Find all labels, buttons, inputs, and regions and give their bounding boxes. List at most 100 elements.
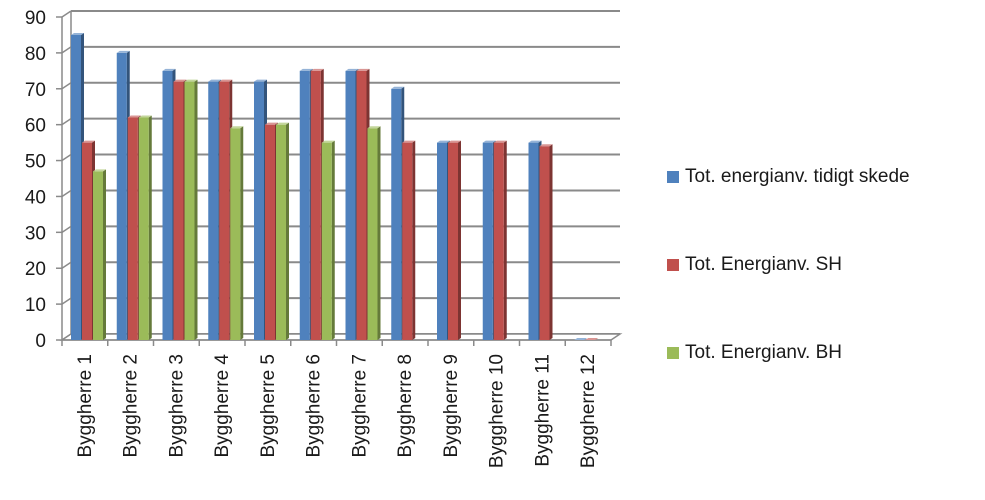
bar-front bbox=[402, 142, 413, 340]
legend-swatch-red bbox=[667, 259, 679, 271]
bar-top bbox=[539, 144, 553, 147]
x-tick-label: Byggherre 6 bbox=[304, 354, 325, 458]
bar-front bbox=[539, 146, 550, 340]
gridline-depth bbox=[61, 10, 72, 18]
bar-side bbox=[412, 140, 416, 340]
bar-front bbox=[138, 117, 149, 340]
bars bbox=[71, 32, 599, 341]
x-tick-label: Byggherre 5 bbox=[258, 354, 279, 458]
bar-top bbox=[219, 79, 233, 82]
bar-top bbox=[493, 140, 507, 143]
bar-front bbox=[93, 171, 103, 340]
bar-top bbox=[437, 140, 450, 143]
bar-front bbox=[265, 124, 275, 341]
bar bbox=[138, 115, 152, 340]
bar-top bbox=[173, 79, 187, 82]
bar-side bbox=[331, 140, 335, 340]
y-tick-label: 60 bbox=[25, 116, 46, 137]
x-tick-label: Byggherre 10 bbox=[487, 354, 508, 468]
gridline-depth bbox=[61, 297, 72, 305]
bar bbox=[493, 140, 507, 340]
legend-item-sh: Tot. Energianv. SH bbox=[667, 254, 842, 276]
bar-top bbox=[574, 338, 588, 340]
bar-top bbox=[528, 140, 542, 143]
bar bbox=[585, 338, 599, 340]
x-axis-ticks: Byggherre 1 Byggherre 2 Byggherre 3 Byggher… bbox=[61, 340, 612, 468]
bar bbox=[93, 169, 106, 340]
bar-side bbox=[148, 115, 152, 340]
y-tick-label: 90 bbox=[25, 8, 46, 29]
bar-front bbox=[437, 142, 447, 340]
bar-front bbox=[310, 70, 321, 340]
bar-top bbox=[71, 32, 84, 35]
bar-top bbox=[93, 169, 106, 172]
bar-side bbox=[103, 169, 106, 340]
bar bbox=[276, 122, 289, 341]
y-tick-label: 30 bbox=[25, 223, 46, 244]
x-tick-label: Byggherre 9 bbox=[441, 354, 462, 458]
bar-top bbox=[254, 79, 267, 82]
x-tick-label: Byggherre 3 bbox=[166, 354, 187, 458]
bar bbox=[367, 126, 381, 340]
bar-front bbox=[230, 128, 241, 340]
bar-side bbox=[240, 126, 244, 340]
bar-front bbox=[219, 81, 230, 340]
bar-front bbox=[82, 142, 92, 340]
bar-front bbox=[448, 142, 458, 340]
bar-side bbox=[286, 122, 289, 341]
bar-top bbox=[448, 140, 461, 143]
bar-top bbox=[402, 140, 416, 143]
y-axis-ticks: 0 10 20 30 40 50 60 70 80 90 bbox=[25, 8, 62, 352]
bar-top bbox=[208, 79, 222, 82]
bar-top bbox=[184, 79, 198, 82]
bar-top bbox=[162, 68, 176, 71]
bar-top bbox=[391, 86, 405, 89]
bar-top bbox=[276, 122, 289, 125]
bar-front bbox=[254, 81, 264, 340]
bar-front bbox=[162, 70, 173, 340]
y-tick-label: 40 bbox=[25, 187, 46, 208]
gridline-depth bbox=[61, 189, 72, 198]
legend-item-tidigt-skede: Tot. energianv. tidigt skede bbox=[667, 166, 910, 188]
x-tick-label: Byggherre 8 bbox=[395, 354, 416, 458]
bar-front bbox=[356, 70, 367, 340]
bar-front bbox=[391, 88, 402, 341]
gridline-depth bbox=[61, 46, 72, 54]
bar-top bbox=[116, 50, 130, 53]
x-tick-label: Byggherre 1 bbox=[75, 354, 96, 458]
bar bbox=[574, 338, 588, 340]
bar-front bbox=[367, 128, 378, 340]
bar-top bbox=[138, 115, 152, 118]
bar-front bbox=[528, 142, 539, 340]
gridline-depth bbox=[61, 225, 72, 233]
y-tick-label: 10 bbox=[25, 295, 46, 316]
bar-front bbox=[482, 142, 493, 340]
bar-front bbox=[116, 52, 127, 341]
bar-front bbox=[173, 81, 184, 340]
bar-top bbox=[367, 126, 381, 129]
bar-front bbox=[208, 81, 219, 340]
legend-swatch-blue bbox=[667, 171, 679, 183]
bar bbox=[230, 126, 244, 340]
bar-front bbox=[493, 142, 504, 340]
bar-side bbox=[549, 144, 553, 340]
legend-item-bh: Tot. Energianv. BH bbox=[667, 342, 842, 364]
y-tick-label: 20 bbox=[25, 259, 46, 280]
x-tick-label: Byggherre 11 bbox=[532, 354, 553, 467]
bar-front bbox=[345, 70, 356, 340]
bar-top bbox=[230, 126, 244, 129]
bar bbox=[402, 140, 416, 340]
bar-side bbox=[377, 126, 381, 340]
bar-top bbox=[482, 140, 496, 143]
bar bbox=[539, 144, 553, 340]
gridline-depth bbox=[61, 261, 72, 269]
bar-front bbox=[71, 34, 81, 340]
bar bbox=[448, 140, 461, 340]
bar-front bbox=[184, 81, 195, 340]
bar-front bbox=[321, 142, 332, 340]
legend-label: Tot. Energianv. BH bbox=[685, 342, 843, 363]
gridline-depth bbox=[61, 82, 72, 90]
x-tick-label: Byggherre 4 bbox=[212, 354, 233, 458]
bar-top bbox=[321, 140, 335, 143]
